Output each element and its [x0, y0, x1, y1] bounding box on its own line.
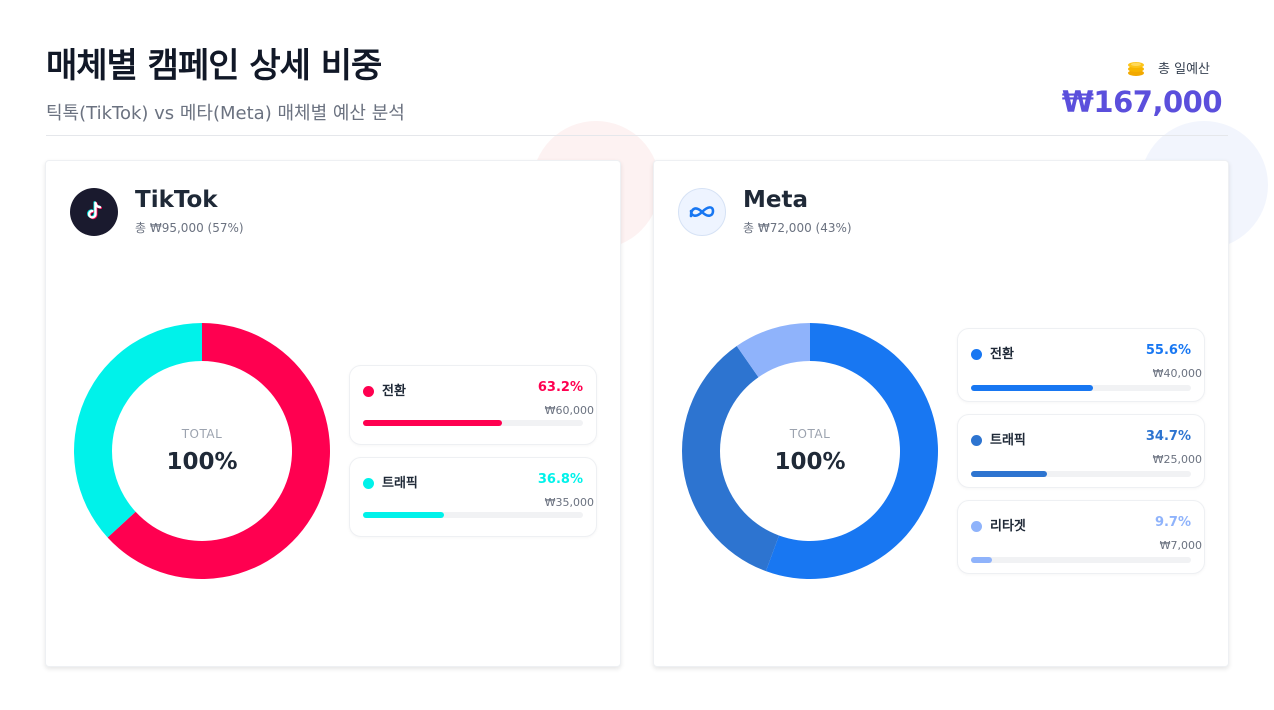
legend-progress-track	[971, 385, 1191, 391]
legend-amount: ₩60,000	[544, 404, 594, 417]
meta-card: Meta 총 ₩72,000 (43%) TOTAL 100% 전환 55.6% ₩…	[653, 160, 1229, 667]
meta-legend-item: 리타겟 9.7% ₩7,000	[957, 500, 1205, 574]
tiktok-card: TikTok 총 ₩95,000 (57%) TOTAL 100% 전환 63.2…	[45, 160, 621, 667]
tiktok-donut-value: 100%	[166, 449, 238, 475]
tiktok-legend: 전환 63.2% ₩60,000 트래픽 36.8% ₩35,000	[349, 365, 597, 549]
legend-progress-fill	[363, 420, 503, 426]
tiktok-donut-center: TOTAL 100%	[72, 321, 332, 581]
meta-brand: Meta 총 ₩72,000 (43%)	[678, 187, 852, 236]
tiktok-logo-icon	[70, 187, 118, 236]
legend-name: 트래픽	[382, 476, 418, 491]
tiktok-donut-chart	[74, 323, 330, 579]
header-divider	[46, 135, 1228, 136]
tiktok-donut-slice-1	[74, 323, 202, 538]
meta-summary: 총 ₩72,000 (43%)	[743, 221, 852, 235]
legend-color-dot	[971, 521, 982, 532]
total-budget: 총 일예산 ₩167,000	[1061, 58, 1223, 119]
total-budget-label: 총 일예산	[1158, 62, 1210, 77]
meta-donut-value: 100%	[774, 449, 846, 475]
tiktok-legend-item: 트래픽 36.8% ₩35,000	[349, 457, 597, 537]
meta-legend: 전환 55.6% ₩40,000 트래픽 34.7% ₩25,000 리타겟 9.7% ₩7,0…	[957, 328, 1205, 586]
meta-logo-icon	[678, 187, 726, 236]
legend-percent: 63.2%	[537, 380, 583, 395]
meta-donut-slice-1	[682, 346, 779, 572]
legend-progress-fill	[363, 512, 444, 518]
page-subtitle: 틱톡(TikTok) vs 메타(Meta) 매체별 예산 분석	[46, 103, 405, 124]
legend-color-dot	[363, 386, 374, 397]
legend-name: 리타겟	[990, 519, 1026, 534]
legend-name: 전환	[990, 347, 1014, 362]
legend-percent: 36.8%	[537, 472, 583, 487]
meta-donut-center: TOTAL 100%	[680, 321, 940, 581]
meta-donut-chart	[682, 323, 938, 579]
meta-legend-item: 전환 55.6% ₩40,000	[957, 328, 1205, 402]
total-budget-value: ₩167,000	[1061, 85, 1223, 119]
legend-progress-track	[363, 512, 583, 518]
meta-title: Meta	[743, 187, 809, 213]
legend-percent: 9.7%	[1154, 515, 1191, 530]
legend-percent: 55.6%	[1145, 343, 1191, 358]
page-title: 매체별 캠페인 상세 비중	[46, 46, 382, 86]
legend-progress-track	[971, 471, 1191, 477]
legend-progress-track	[971, 557, 1191, 563]
legend-color-dot	[363, 478, 374, 489]
meta-donut-slice-0	[765, 323, 938, 579]
tiktok-brand: TikTok 총 ₩95,000 (57%)	[70, 187, 244, 236]
legend-name: 트래픽	[990, 433, 1026, 448]
legend-amount: ₩40,000	[1152, 367, 1202, 380]
legend-percent: 34.7%	[1145, 429, 1191, 444]
tiktok-donut-caption: TOTAL	[181, 427, 223, 441]
meta-donut-caption: TOTAL	[789, 427, 831, 441]
page-header: 매체별 캠페인 상세 비중 틱톡(TikTok) vs 메타(Meta) 매체별…	[46, 38, 405, 125]
legend-color-dot	[971, 349, 982, 360]
legend-progress-fill	[971, 385, 1094, 391]
tiktok-donut-slice-0	[107, 323, 330, 579]
legend-amount: ₩7,000	[1159, 539, 1202, 552]
legend-progress-fill	[971, 471, 1048, 477]
legend-amount: ₩35,000	[544, 496, 594, 509]
tiktok-title: TikTok	[135, 187, 218, 213]
tiktok-legend-item: 전환 63.2% ₩60,000	[349, 365, 597, 445]
legend-amount: ₩25,000	[1152, 453, 1202, 466]
tiktok-summary: 총 ₩95,000 (57%)	[135, 221, 244, 235]
legend-color-dot	[971, 435, 982, 446]
coins-icon	[1126, 59, 1146, 77]
meta-donut-slice-2	[736, 323, 810, 378]
legend-progress-track	[363, 420, 583, 426]
legend-name: 전환	[382, 384, 406, 399]
legend-progress-fill	[971, 557, 993, 563]
meta-legend-item: 트래픽 34.7% ₩25,000	[957, 414, 1205, 488]
